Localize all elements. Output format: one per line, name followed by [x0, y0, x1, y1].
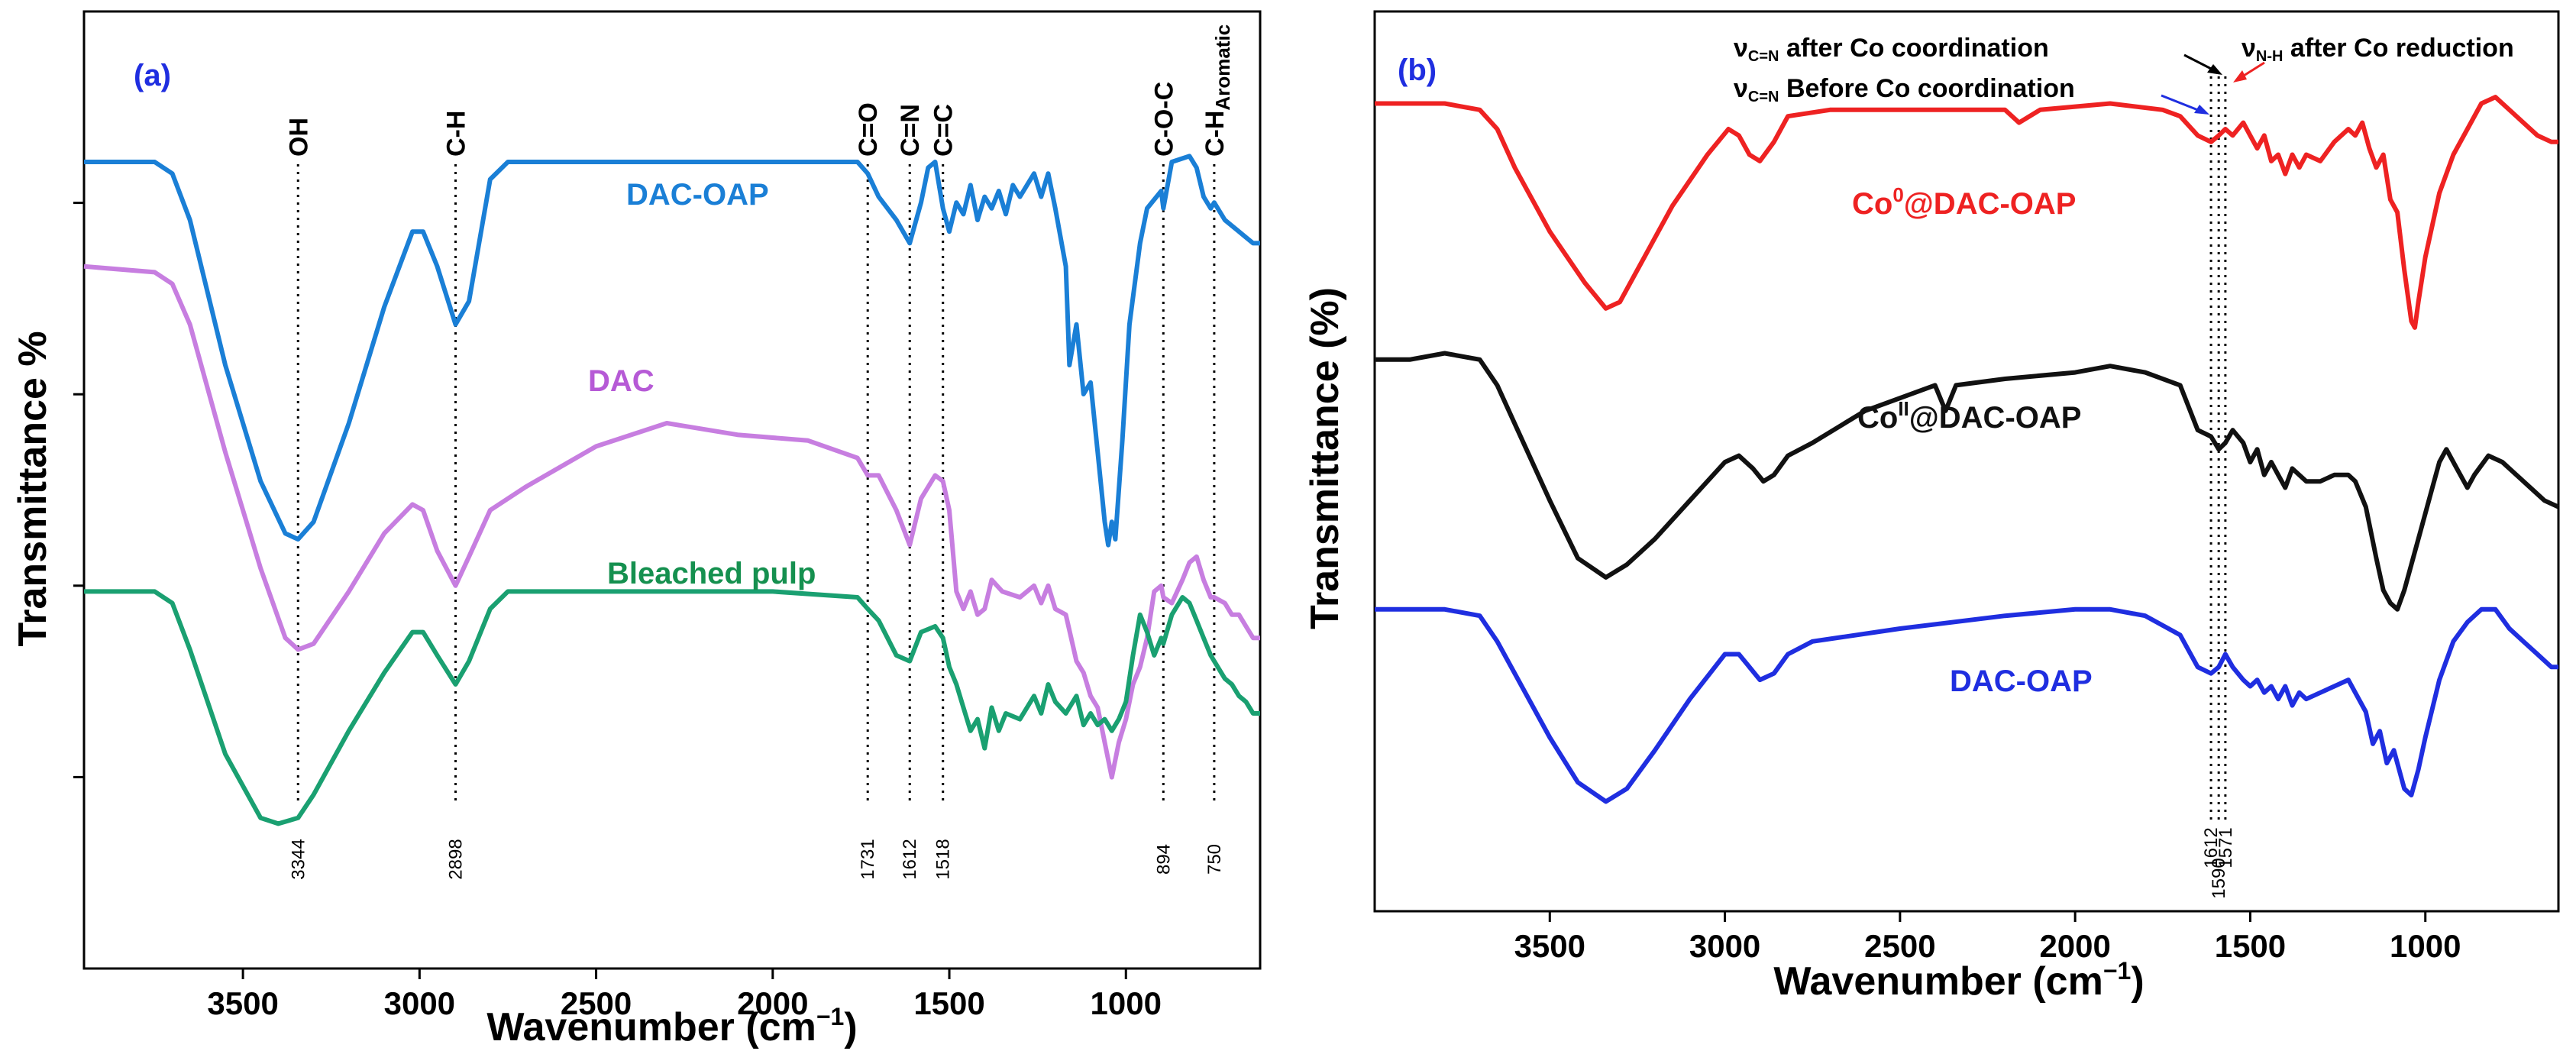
series-label-co2-main: Co [1857, 401, 1898, 435]
panel-b-x-ticks: 3500 3000 2500 2000 1500 1000 [1514, 911, 2461, 964]
band-number-2898: 2898 [446, 839, 467, 879]
a-x-tick-label-1000: 1000 [1091, 985, 1162, 1021]
band-label-main-1518: C=C [929, 104, 958, 157]
panel-a-curves [83, 154, 1260, 826]
series-label-dac-a: DAC [588, 364, 655, 398]
b-x-tick-label-1500: 1500 [2215, 928, 2286, 964]
band-label-3344: OH [284, 118, 313, 157]
b-band-number-1571: 1571 [2216, 827, 2236, 868]
band-label-main-750: C-H [1201, 111, 1230, 157]
panel-a-band-lines: OH 3344 C-H 2898 C=O 1731 C=N 1612 C=C 1518 C-O-C 8… [284, 24, 1234, 880]
panel-a-label: (a) [134, 59, 171, 92]
band-number-894: 894 [1153, 844, 1174, 875]
panel-b-y-axis-label: Transmittance (%) [1303, 287, 1347, 629]
annotation-before-co-coordination-sub: C=N [1748, 89, 1779, 105]
b-x-tick-label-2000: 2000 [2039, 928, 2110, 964]
b-x-tick-label-3000: 3000 [1689, 928, 1760, 964]
a-series-bleached-pulp [84, 589, 1260, 826]
panel-b-curves [1375, 95, 2560, 804]
arrow-head-after-co-reduction [2233, 70, 2247, 82]
band-label-main-894: C-O-C [1149, 82, 1178, 157]
arrow-head-before-co-coordination [2194, 105, 2209, 115]
band-number-3344: 3344 [288, 839, 309, 879]
annotation-after-co-coordination: νC=N after Co coordination [1734, 34, 2049, 65]
band-label-main-1731: C=O [854, 102, 883, 157]
panel-b-x-axis-label-main: Wavenumber (cm [1773, 959, 2103, 1004]
annotation-before-co-coordination-nu: ν [1734, 74, 1748, 103]
band-label-1612: C=N [896, 104, 925, 157]
band-number-1518: 1518 [933, 839, 954, 879]
annotation-after-co-coordination-sub: C=N [1748, 48, 1779, 65]
series-label-co2: CoII@DAC-OAP [1857, 397, 2081, 435]
band-label-sub-750: Aromatic [1211, 24, 1234, 111]
series-label-co0-main: Co [1852, 187, 1892, 221]
series-label-dac-oap-b: DAC-OAP [1950, 665, 2093, 698]
a-series-dac [83, 264, 1260, 780]
band-label-750: C-HAromatic [1201, 24, 1234, 157]
annotation-before-co-coordination-text: Before Co coordination [1779, 74, 2075, 103]
annotation-after-co-coordination-text: after Co coordination [1779, 34, 2049, 63]
a-x-tick-label-3500: 3500 [207, 985, 278, 1021]
panel-a-x-axis-label: Wavenumber (cm−1) [486, 1003, 857, 1049]
panel-a-x-ticks: 3500 3000 2500 2000 1500 1000 [207, 969, 1162, 1021]
series-label-co2-rest: @DAC-OAP [1909, 401, 2082, 435]
band-number-1612: 1612 [900, 839, 920, 879]
series-label-co0-sup: 0 [1892, 183, 1903, 206]
annotation-after-co-reduction-sub: N-H [2256, 48, 2283, 65]
band-label-main-2898: C-H [442, 111, 471, 157]
b-band-number-1612: 1612 [2201, 827, 2222, 868]
band-number-1731: 1731 [858, 839, 878, 879]
panel-b-x-axis-label-sup: −1 [2103, 957, 2131, 985]
series-label-co0-rest: @DAC-OAP [1904, 187, 2077, 221]
b-band-number-1590: 1590 [2209, 858, 2229, 898]
panel-a-frame [82, 10, 1262, 970]
band-number-750: 750 [1204, 844, 1225, 875]
b-x-tick-label-1000: 1000 [2390, 928, 2461, 964]
arrow-head-after-co-coordination [2207, 64, 2222, 75]
panel-a-y-ticks [73, 202, 84, 778]
a-x-tick-label-2000: 2000 [737, 985, 808, 1021]
annotation-after-co-reduction: νN-H after Co reduction [2241, 34, 2514, 65]
panel-a-x-axis-label-main: Wavenumber (cm [486, 1005, 816, 1049]
a-x-tick-label-1500: 1500 [913, 985, 984, 1021]
panel-b-x-axis-label-end: ) [2131, 959, 2144, 1004]
annotation-after-co-coordination-nu: ν [1734, 34, 1748, 63]
band-label-1518: C=C [929, 104, 958, 157]
band-label-894: C-O-C [1149, 82, 1178, 157]
series-label-co2-sup: II [1898, 397, 1909, 420]
series-label-bleached-pulp: Bleached pulp [607, 557, 816, 590]
a-series-dac-oap [84, 154, 1260, 548]
a-x-tick-label-3000: 3000 [384, 985, 455, 1021]
b-series-coii-dac-oap [1375, 351, 2560, 612]
panel-b-label: (b) [1398, 53, 1437, 87]
panel-a: (a) 3500 3000 2500 2000 1500 1000 OH 3344 C-H 28… [11, 10, 1262, 1049]
annotation-after-co-reduction-text: after Co reduction [2283, 34, 2513, 63]
b-x-tick-label-3500: 3500 [1514, 928, 1585, 964]
b-x-tick-label-2500: 2500 [1864, 928, 1935, 964]
panel-b-x-axis-label: Wavenumber (cm−1) [1773, 957, 2144, 1004]
panel-a-y-axis-label: Transmittance % [11, 331, 55, 646]
band-label-1731: C=O [854, 102, 883, 157]
panel-b-frame [1373, 10, 2560, 913]
annotation-after-co-reduction-nu: ν [2241, 34, 2256, 63]
band-label-main-3344: OH [284, 118, 313, 157]
panel-a-x-axis-label-sup: −1 [816, 1003, 844, 1030]
band-label-2898: C-H [442, 111, 471, 157]
annotation-before-co-coordination: νC=N Before Co coordination [1734, 74, 2075, 105]
a-x-tick-label-2500: 2500 [561, 985, 632, 1021]
panel-a-x-axis-label-end: ) [844, 1005, 857, 1049]
series-label-dac-oap-a: DAC-OAP [626, 178, 769, 212]
band-label-main-1612: C=N [896, 104, 925, 157]
b-series-dac-oap [1375, 606, 2558, 804]
b-series-co0-dac-oap [1375, 95, 2558, 330]
panel-b: (b) 3500 3000 2500 2000 1500 1000 16121590157… [1303, 10, 2560, 1004]
series-label-co0: Co0@DAC-OAP [1852, 183, 2076, 221]
